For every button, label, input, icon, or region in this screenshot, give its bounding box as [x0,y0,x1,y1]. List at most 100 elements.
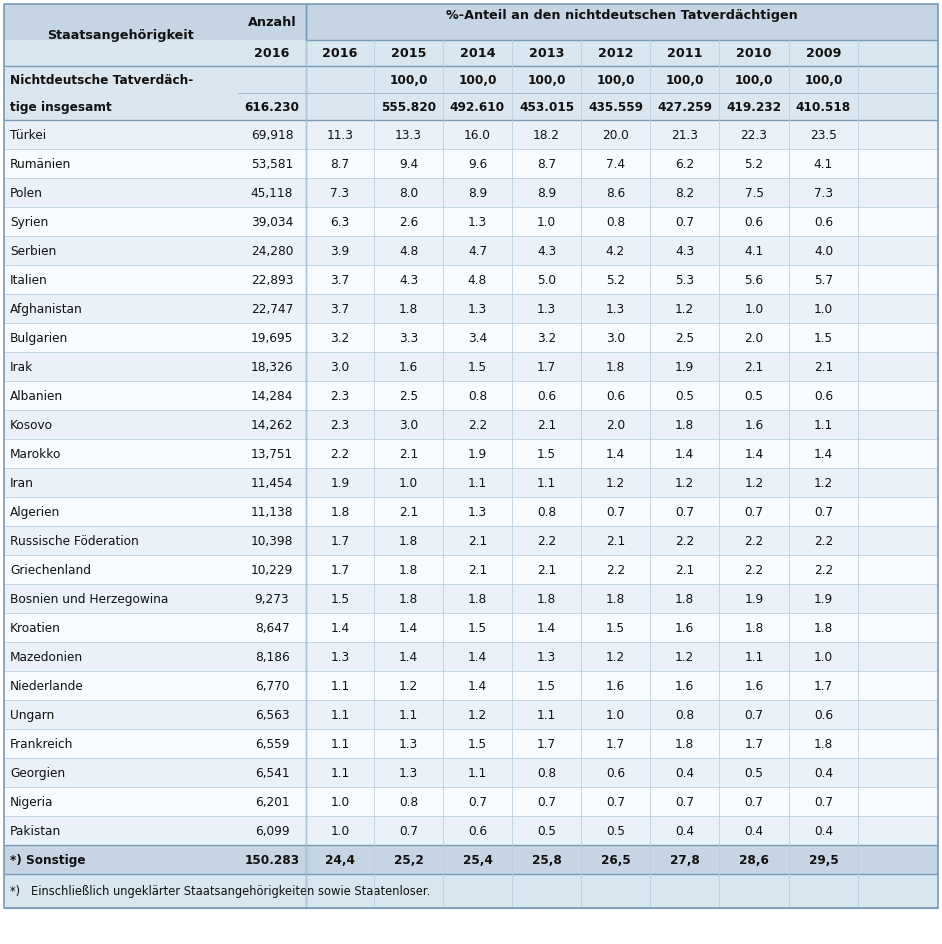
Text: Albanien: Albanien [10,390,63,402]
Text: 1.8: 1.8 [674,737,694,750]
Text: 2.5: 2.5 [399,390,418,402]
Text: Rumänien: Rumänien [10,158,72,171]
Text: 453.015: 453.015 [519,101,574,114]
Text: 2.1: 2.1 [744,361,764,374]
Text: 69,918: 69,918 [251,129,293,142]
Text: tige insgesamt: tige insgesamt [10,101,112,114]
Text: 22,893: 22,893 [251,274,293,287]
Text: 492.610: 492.610 [450,101,505,114]
Text: 0.6: 0.6 [814,708,833,721]
Text: 25,2: 25,2 [394,853,423,866]
Text: 29,5: 29,5 [808,853,838,866]
Text: 8.9: 8.9 [468,187,487,200]
Text: 0.5: 0.5 [537,824,556,837]
Text: 5.3: 5.3 [674,274,694,287]
Text: 427.259: 427.259 [657,101,712,114]
Text: 0.7: 0.7 [675,795,694,808]
Text: %-Anteil an den nichtdeutschen Tatverdächtigen: %-Anteil an den nichtdeutschen Tatverdäc… [447,9,798,23]
Text: 1.6: 1.6 [744,680,764,692]
Text: 2.2: 2.2 [814,534,833,548]
Text: 2014: 2014 [460,47,495,60]
Text: 100,0: 100,0 [804,74,843,87]
Text: 2.1: 2.1 [674,564,694,577]
Text: 1.2: 1.2 [674,303,694,315]
Text: 0.7: 0.7 [675,505,694,518]
Text: 1.1: 1.1 [331,737,349,750]
Text: 3.4: 3.4 [468,331,487,345]
Text: 3.0: 3.0 [606,331,625,345]
Text: 1.3: 1.3 [606,303,625,315]
Text: 1.3: 1.3 [468,505,487,518]
Text: 9.4: 9.4 [398,158,418,171]
Text: 1.1: 1.1 [331,708,349,721]
Text: 1.8: 1.8 [398,534,418,548]
Text: 2.1: 2.1 [398,505,418,518]
Text: 11,138: 11,138 [251,505,293,518]
Text: 0.6: 0.6 [744,216,764,228]
Text: 1.2: 1.2 [814,477,833,490]
Text: 1.4: 1.4 [674,447,694,461]
Text: Marokko: Marokko [10,447,61,461]
Text: Niederlande: Niederlande [10,680,84,692]
Text: 0.8: 0.8 [537,767,556,779]
Text: 1.6: 1.6 [674,621,694,634]
Text: 0.5: 0.5 [744,390,764,402]
Text: Nigeria: Nigeria [10,795,54,808]
Text: 0.8: 0.8 [606,216,625,228]
Text: 0.8: 0.8 [468,390,487,402]
Text: Griechenland: Griechenland [10,564,91,577]
Text: 39,034: 39,034 [251,216,293,228]
Text: Kosovo: Kosovo [10,418,53,431]
Text: 6,201: 6,201 [254,795,289,808]
Text: 2015: 2015 [391,47,426,60]
Text: 1.8: 1.8 [674,418,694,431]
Text: 1.3: 1.3 [331,650,349,664]
Text: 1.7: 1.7 [537,737,556,750]
Text: 1.8: 1.8 [674,593,694,605]
Bar [4,324,938,353]
Text: 2.2: 2.2 [744,564,764,577]
Bar [4,150,938,178]
Bar [4,642,938,671]
Text: 616.230: 616.230 [245,101,300,114]
Text: 8,647: 8,647 [254,621,289,634]
Text: 3.0: 3.0 [331,361,349,374]
Text: 2009: 2009 [805,47,841,60]
Text: 1.8: 1.8 [814,737,833,750]
Text: 1.4: 1.4 [398,650,418,664]
Text: 1.4: 1.4 [606,447,625,461]
Bar [4,295,938,324]
Text: 3.2: 3.2 [331,331,349,345]
Text: 0.6: 0.6 [537,390,556,402]
Text: 2.5: 2.5 [674,331,694,345]
Text: 1.5: 1.5 [814,331,833,345]
Text: Kroatien: Kroatien [10,621,61,634]
Text: 26,5: 26,5 [601,853,630,866]
Text: 0.6: 0.6 [468,824,487,837]
Text: 1.8: 1.8 [606,593,625,605]
Text: 100,0: 100,0 [665,74,704,87]
Bar [4,787,938,817]
Text: 1.8: 1.8 [468,593,487,605]
Text: 5.2: 5.2 [744,158,764,171]
Text: 100,0: 100,0 [389,74,428,87]
Text: 0.4: 0.4 [814,824,833,837]
Text: 13,751: 13,751 [251,447,293,461]
Text: 1.2: 1.2 [468,708,487,721]
Text: 1.8: 1.8 [398,303,418,315]
Text: 3.9: 3.9 [331,244,349,258]
Text: Bosnien und Herzegowina: Bosnien und Herzegowina [10,593,169,605]
Text: Afghanistan: Afghanistan [10,303,83,315]
Text: 2.1: 2.1 [814,361,833,374]
Text: 5.2: 5.2 [606,274,625,287]
Text: 18,326: 18,326 [251,361,293,374]
Text: 7.3: 7.3 [814,187,833,200]
Text: Bulgarien: Bulgarien [10,331,68,345]
Text: 4.1: 4.1 [744,244,764,258]
Text: 0.8: 0.8 [399,795,418,808]
Text: 1.1: 1.1 [398,708,418,721]
Bar [4,729,938,758]
Text: 1.6: 1.6 [744,418,764,431]
Text: 1.8: 1.8 [606,361,625,374]
Text: 1.4: 1.4 [744,447,764,461]
